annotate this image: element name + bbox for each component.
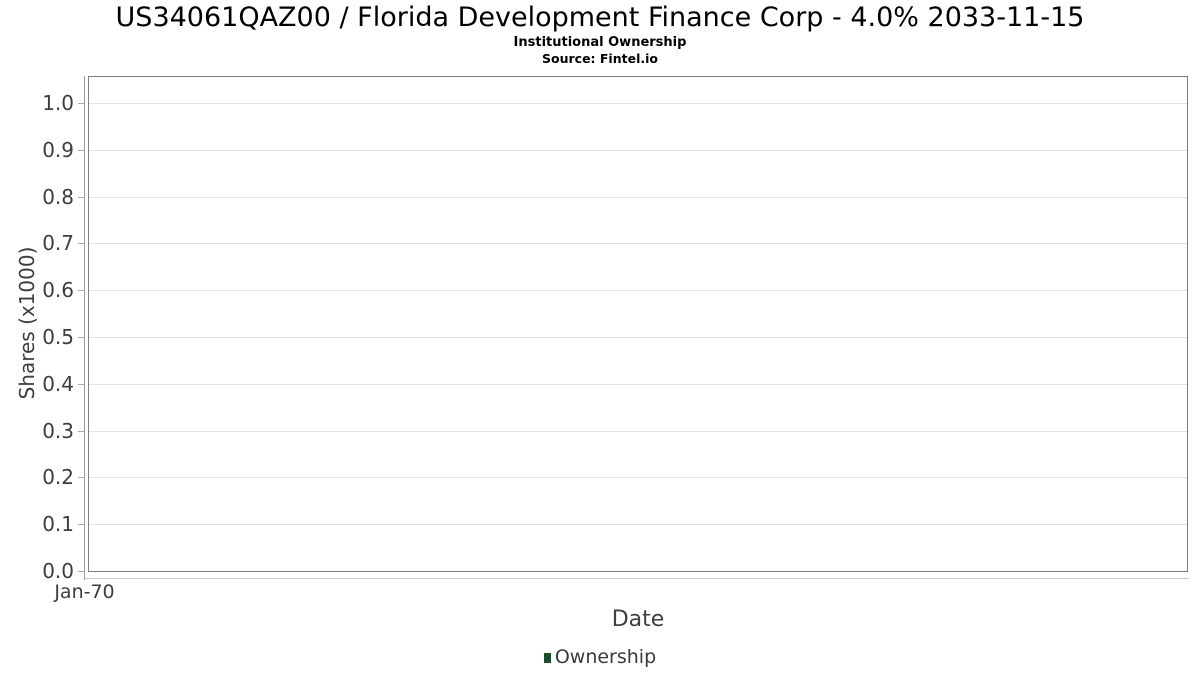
y-axis-line [84, 76, 85, 580]
x-tick-label: Jan-70 [54, 581, 115, 603]
legend-swatch-icon [543, 653, 551, 663]
y-tick-label: 0.2 [42, 465, 74, 490]
gridline [89, 149, 1187, 151]
x-axis-title: Date [611, 607, 665, 632]
gridline [89, 524, 1187, 526]
plot-area [88, 76, 1188, 572]
gridline [89, 337, 1187, 338]
gridline [89, 290, 1187, 292]
gridline [89, 477, 1187, 479]
y-tick-label: 1.0 [42, 91, 74, 115]
x-axis-line [85, 578, 1189, 579]
y-tick-label: 0.1 [42, 512, 74, 537]
gridline [89, 430, 1187, 432]
y-tick-label: 0.8 [42, 184, 74, 209]
legend: Ownership [0, 646, 1200, 668]
gridline [89, 103, 1187, 104]
y-tick-label: 0.3 [42, 418, 74, 443]
gridline [89, 243, 1187, 245]
gridline [89, 383, 1187, 385]
y-tick-label: 0.9 [42, 137, 74, 162]
chart-title: US34061QAZ00 / Florida Development Finan… [115, 2, 1085, 33]
gridline [89, 196, 1187, 198]
chart-subtitle: Institutional Ownership [513, 35, 687, 50]
chart-source: Source: Fintel.io [542, 51, 658, 66]
y-tick-label: 0.0 [42, 559, 74, 583]
legend-label: Ownership [554, 646, 657, 668]
y-axis-title: Shares (x1000) [15, 246, 39, 400]
